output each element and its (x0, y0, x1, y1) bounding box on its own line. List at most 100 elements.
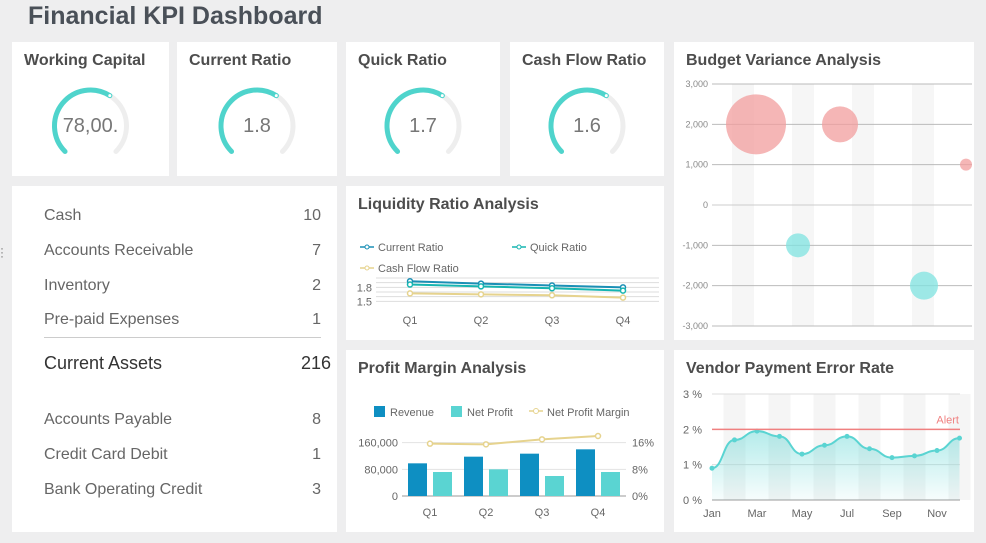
y-tick-label: 1 % (683, 460, 702, 472)
balance-label: Accounts Receivable (44, 242, 194, 259)
gauge-chart (52, 87, 129, 154)
legend-label: Current Ratio (378, 242, 443, 254)
budget-chart: 3,000 2,000 1,000 0 -1,000 -2,000 -3,000 (682, 79, 972, 331)
data-point (406, 290, 414, 297)
gauge-value: 1.7 (409, 115, 437, 137)
gauge-end-dot (439, 93, 445, 99)
data-point (799, 451, 805, 457)
y-tick-label: 1.5 (357, 296, 372, 308)
y-tick-label: 0 % (683, 495, 702, 507)
y2-tick-label: 16% (632, 438, 654, 450)
balance-sheet-card: Cash 10 Accounts Receivable 7 Inventory 2 P… (12, 186, 337, 532)
y-tick-label: 1,000 (685, 160, 708, 170)
legend-marker (364, 244, 370, 250)
gauge-fill (218, 87, 279, 154)
x-tick-label: Q3 (545, 315, 560, 327)
data-point (777, 433, 782, 439)
y-tick-label: -1,000 (682, 240, 708, 250)
vendor-chart: 3 % 2 % 1 % 0 % Alert Jan Mar May Jul Sep Nov (683, 389, 971, 520)
legend-marker (533, 408, 539, 414)
x-tick-label: Nov (927, 508, 947, 520)
legend-label: Quick Ratio (530, 242, 587, 254)
series-line (711, 430, 960, 470)
data-point (548, 292, 556, 299)
gauge-title: Cash Flow Ratio (522, 52, 647, 69)
budget-card: Budget Variance Analysis 3,000 2,000 1,000… (674, 42, 974, 340)
x-tick-label: Q2 (479, 507, 494, 519)
balance-label: Credit Card Debit (44, 446, 168, 463)
legend-swatch (451, 406, 462, 417)
liquidity-card: Liquidity Ratio Analysis Current Ratio Qu… (346, 186, 664, 340)
gauge-value: 78,00. (62, 115, 119, 137)
bubble (910, 271, 938, 300)
legend-label: Net Profit (467, 407, 513, 419)
gauge-end-dot (107, 93, 113, 99)
data-point (957, 435, 962, 441)
y-tick-label: 2 % (683, 424, 702, 436)
balance-label: Current Assets (44, 353, 163, 373)
data-point (538, 436, 546, 443)
gauge-fill (52, 87, 113, 154)
bubble (726, 94, 786, 155)
data-point (548, 285, 556, 292)
legend-label: Net Profit Margin (547, 407, 630, 419)
gauge-fill (384, 87, 445, 154)
area-fill (712, 431, 960, 500)
gauge-end-dot (603, 93, 609, 99)
balance-value: 1 (312, 311, 321, 328)
legend-marker (516, 244, 522, 250)
y-tick-label: 0 (392, 491, 398, 503)
gauge-card-cash-flow-ratio: Cash Flow Ratio 1.6 (510, 42, 664, 176)
legend-swatch (374, 406, 385, 417)
y-tick-label: 2,000 (685, 119, 708, 129)
bar-revenue (520, 453, 539, 496)
x-tick-label: Sep (882, 508, 902, 520)
data-point (477, 283, 485, 290)
gauge-title: Quick Ratio (358, 52, 447, 69)
more-options-icon[interactable]: · · · (0, 241, 4, 263)
series-line (409, 280, 624, 289)
data-point (594, 432, 602, 440)
gauge-value: 1.6 (573, 115, 601, 137)
y-tick-label: -2,000 (682, 281, 708, 291)
bar-net-profit (545, 476, 564, 496)
bar-net-profit (489, 469, 508, 496)
data-point (619, 294, 627, 301)
legend-label: Revenue (390, 407, 434, 419)
gauge-fill (548, 87, 609, 154)
liquidity-chart: Current Ratio Quick Ratio Cash Flow Ratio 1… (357, 242, 659, 327)
balance-label: Inventory (44, 277, 110, 294)
series-line (429, 435, 599, 446)
gauge-card-current-ratio: Current Ratio 1.8 (177, 42, 337, 176)
bar-revenue (464, 456, 483, 496)
gauge-chart (548, 87, 626, 154)
dashboard-title: Financial KPI Dashboard (28, 2, 323, 30)
chart-title: Liquidity Ratio Analysis (358, 196, 539, 213)
balance-value: 10 (303, 207, 321, 224)
data-point (406, 281, 414, 288)
gauge-title: Working Capital (24, 52, 146, 69)
x-tick-label: May (792, 508, 813, 520)
data-point (867, 446, 872, 452)
x-tick-label: Mar (748, 508, 767, 520)
balance-value: 7 (312, 242, 321, 259)
balance-value: 3 (312, 481, 321, 498)
x-tick-label: Q4 (616, 315, 631, 327)
y-tick-label: 0 (703, 200, 708, 210)
balance-label: Cash (44, 207, 82, 224)
gauge-value: 1.8 (243, 115, 271, 137)
vendor-card: Vendor Payment Error Rate 3 % 2 % 1 % 0 % Al… (674, 350, 974, 532)
x-tick-label: Q1 (423, 507, 438, 519)
balance-value: 8 (312, 411, 321, 428)
y-tick-label: 3 % (683, 389, 702, 401)
y2-tick-label: 0% (632, 491, 648, 503)
x-tick-label: Jan (703, 508, 721, 520)
balance-value: 2 (312, 277, 321, 294)
balance-label: Accounts Payable (44, 411, 173, 428)
gauge-end-dot (273, 93, 279, 99)
y-tick-label: 1.8 (357, 282, 372, 294)
chart-title: Vendor Payment Error Rate (686, 360, 895, 377)
y-tick-label: 3,000 (685, 79, 708, 89)
chart-title: Profit Margin Analysis (358, 360, 527, 377)
balance-label: Bank Operating Credit (44, 481, 203, 498)
